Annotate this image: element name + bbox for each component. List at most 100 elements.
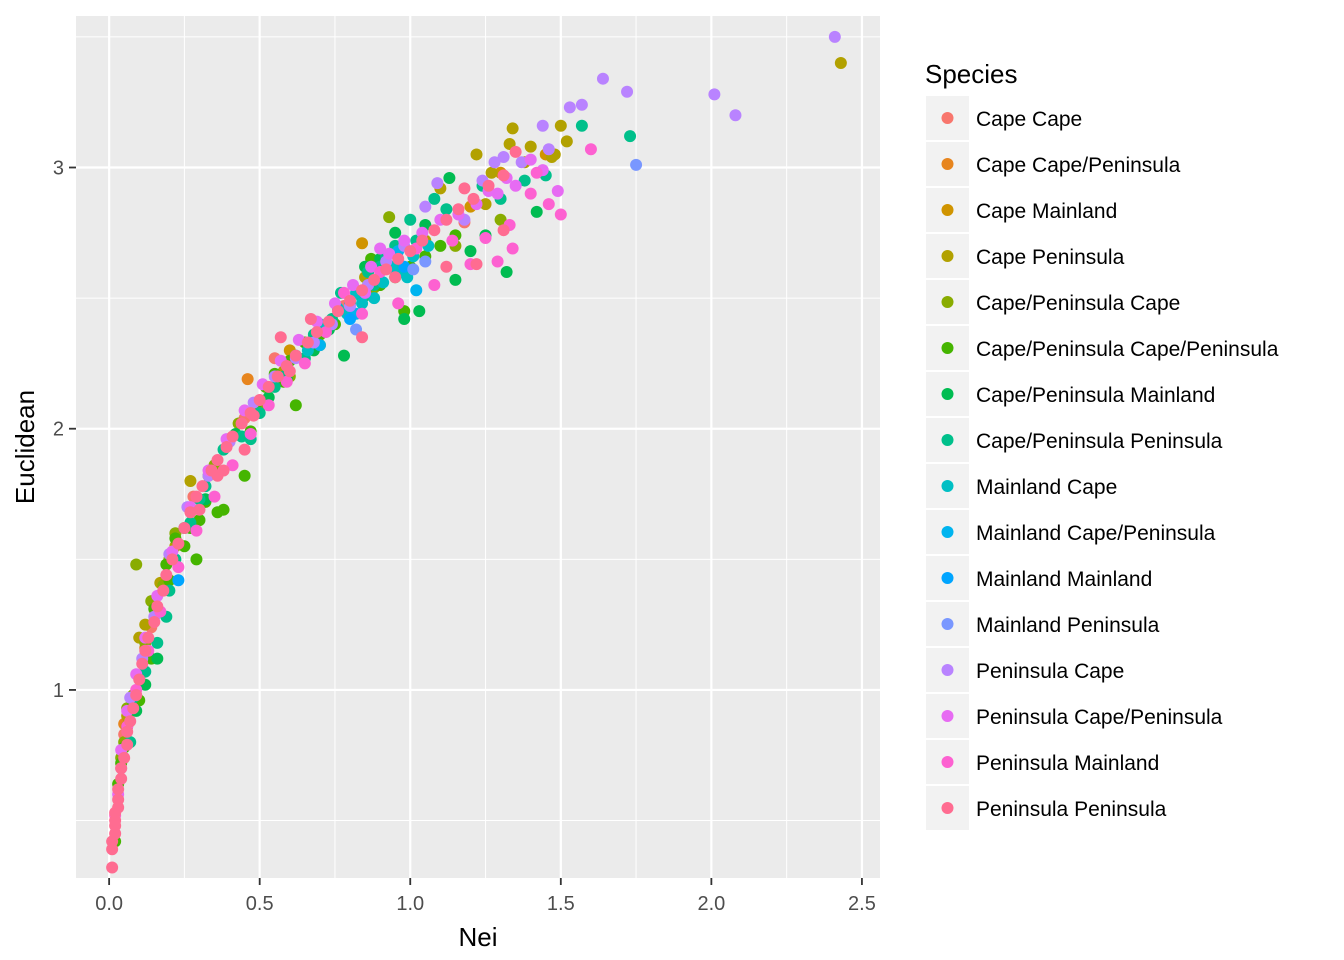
- legend-label: Mainland Mainland: [976, 568, 1152, 591]
- y-axis-ticks: 1 2 3: [53, 158, 76, 702]
- data-point: [368, 292, 381, 305]
- legend-swatch: [941, 802, 954, 814]
- data-point: [434, 239, 447, 252]
- data-point: [166, 553, 179, 566]
- data-point: [190, 553, 203, 566]
- data-point: [729, 109, 742, 122]
- y-tick-label: 1: [53, 680, 64, 702]
- data-point: [157, 584, 170, 597]
- data-point: [172, 574, 185, 587]
- data-point: [356, 284, 369, 297]
- data-point: [193, 503, 206, 516]
- data-point: [563, 101, 576, 114]
- data-points: [106, 30, 847, 874]
- legend-label: Peninsula Cape/Peninsula: [976, 706, 1223, 729]
- data-point: [470, 148, 483, 161]
- data-point: [235, 430, 248, 443]
- data-point: [431, 177, 444, 190]
- legend-title: Species: [925, 59, 1018, 89]
- data-point: [551, 185, 564, 198]
- data-point: [190, 524, 203, 537]
- data-point: [115, 772, 128, 785]
- legend-label: Cape Peninsula: [976, 246, 1125, 269]
- data-point: [497, 224, 510, 237]
- data-point: [262, 380, 275, 393]
- data-point: [178, 521, 191, 534]
- data-point: [289, 349, 302, 362]
- data-point: [404, 245, 417, 258]
- data-point: [301, 336, 314, 349]
- data-point: [142, 631, 155, 644]
- data-point: [383, 247, 396, 260]
- data-point: [404, 213, 417, 226]
- data-point: [494, 213, 507, 226]
- data-point: [112, 783, 125, 796]
- data-point: [383, 211, 396, 224]
- data-point: [497, 169, 510, 182]
- data-point: [630, 158, 643, 171]
- legend-swatch: [941, 480, 954, 492]
- data-point: [331, 305, 344, 318]
- data-point: [220, 441, 233, 453]
- data-point: [130, 558, 143, 571]
- data-point: [133, 673, 146, 686]
- data-point: [479, 232, 492, 245]
- data-point: [554, 119, 567, 132]
- x-tick-label: 1.5: [547, 893, 575, 915]
- legend-label: Mainland Cape/Peninsula: [976, 522, 1216, 545]
- legend-swatch: [941, 434, 954, 446]
- data-point: [211, 469, 224, 482]
- legend-swatch: [941, 112, 954, 124]
- legend-label: Cape/Peninsula Cape/Peninsula: [976, 338, 1279, 361]
- data-point: [322, 315, 335, 328]
- data-point: [410, 284, 423, 297]
- data-point: [211, 506, 224, 519]
- legend-label: Cape Mainland: [976, 200, 1117, 223]
- data-point: [554, 208, 567, 221]
- data-point: [356, 297, 369, 310]
- data-point: [530, 166, 543, 179]
- data-point: [118, 751, 131, 764]
- plot-panel: [76, 16, 880, 878]
- data-point: [121, 738, 134, 751]
- data-point: [575, 119, 588, 132]
- data-point: [440, 203, 453, 216]
- data-point: [536, 119, 549, 132]
- data-point: [380, 263, 393, 276]
- data-point: [292, 333, 305, 346]
- data-point: [407, 263, 420, 276]
- x-tick-label: 0.0: [95, 893, 123, 915]
- data-point: [524, 153, 537, 166]
- data-point: [106, 861, 119, 874]
- data-point: [485, 166, 498, 179]
- data-point: [398, 234, 411, 247]
- legend-label: Peninsula Peninsula: [976, 798, 1167, 821]
- data-point: [211, 454, 224, 467]
- legend-label: Cape/Peninsula Cape: [976, 292, 1180, 315]
- legend-label: Cape Cape/Peninsula: [976, 154, 1181, 177]
- data-point: [440, 213, 453, 226]
- data-point: [542, 198, 555, 211]
- data-point: [344, 313, 357, 326]
- data-point: [464, 245, 477, 258]
- y-tick-label: 2: [53, 419, 64, 441]
- data-point: [184, 506, 197, 519]
- legend-swatch: [941, 618, 954, 630]
- data-point: [500, 265, 513, 278]
- data-point: [139, 644, 152, 657]
- data-point: [449, 273, 462, 286]
- legend-label: Peninsula Mainland: [976, 752, 1159, 775]
- data-point: [356, 307, 369, 320]
- data-point: [443, 171, 456, 184]
- data-point: [834, 57, 847, 70]
- x-tick-label: 2.0: [697, 893, 725, 915]
- data-point: [190, 490, 203, 503]
- data-point: [389, 271, 402, 284]
- x-axis-ticks: 0.0 0.5 1.0 1.5 2.0 2.5: [95, 878, 876, 915]
- data-point: [482, 179, 495, 192]
- x-tick-label: 2.5: [848, 893, 876, 915]
- data-point: [506, 122, 519, 135]
- data-point: [398, 313, 411, 326]
- data-point: [584, 143, 597, 156]
- data-point: [416, 234, 429, 247]
